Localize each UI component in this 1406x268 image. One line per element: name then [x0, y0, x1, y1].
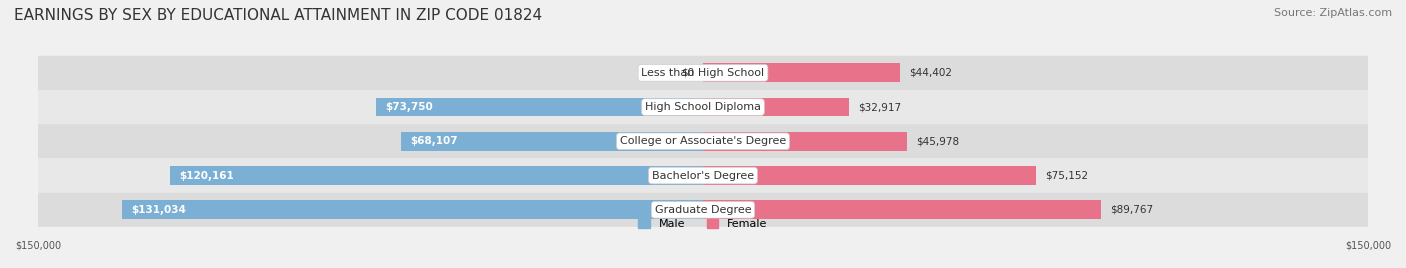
FancyBboxPatch shape — [38, 193, 1368, 227]
Text: Bachelor's Degree: Bachelor's Degree — [652, 170, 754, 181]
Bar — [703, 200, 1101, 219]
Text: Graduate Degree: Graduate Degree — [655, 205, 751, 215]
Bar — [703, 98, 849, 117]
Text: Source: ZipAtlas.com: Source: ZipAtlas.com — [1274, 8, 1392, 18]
FancyBboxPatch shape — [38, 56, 1368, 90]
Bar — [703, 132, 907, 151]
Text: EARNINGS BY SEX BY EDUCATIONAL ATTAINMENT IN ZIP CODE 01824: EARNINGS BY SEX BY EDUCATIONAL ATTAINMEN… — [14, 8, 543, 23]
Text: $89,767: $89,767 — [1109, 205, 1153, 215]
Bar — [703, 166, 1036, 185]
Text: Less than High School: Less than High School — [641, 68, 765, 78]
Text: $131,034: $131,034 — [131, 205, 186, 215]
FancyBboxPatch shape — [38, 124, 1368, 158]
FancyBboxPatch shape — [38, 158, 1368, 193]
Text: High School Diploma: High School Diploma — [645, 102, 761, 112]
Legend: Male, Female: Male, Female — [634, 215, 772, 234]
FancyBboxPatch shape — [38, 90, 1368, 124]
Bar — [401, 132, 703, 151]
Text: $32,917: $32,917 — [858, 102, 901, 112]
Bar — [375, 98, 703, 117]
Text: $0: $0 — [681, 68, 695, 78]
Bar — [170, 166, 703, 185]
Text: $73,750: $73,750 — [385, 102, 433, 112]
Text: $44,402: $44,402 — [908, 68, 952, 78]
Text: $120,161: $120,161 — [179, 170, 233, 181]
Text: $45,978: $45,978 — [915, 136, 959, 146]
Bar — [122, 200, 703, 219]
Text: $75,152: $75,152 — [1045, 170, 1088, 181]
Text: $68,107: $68,107 — [411, 136, 457, 146]
Bar — [703, 64, 900, 82]
Text: College or Associate's Degree: College or Associate's Degree — [620, 136, 786, 146]
